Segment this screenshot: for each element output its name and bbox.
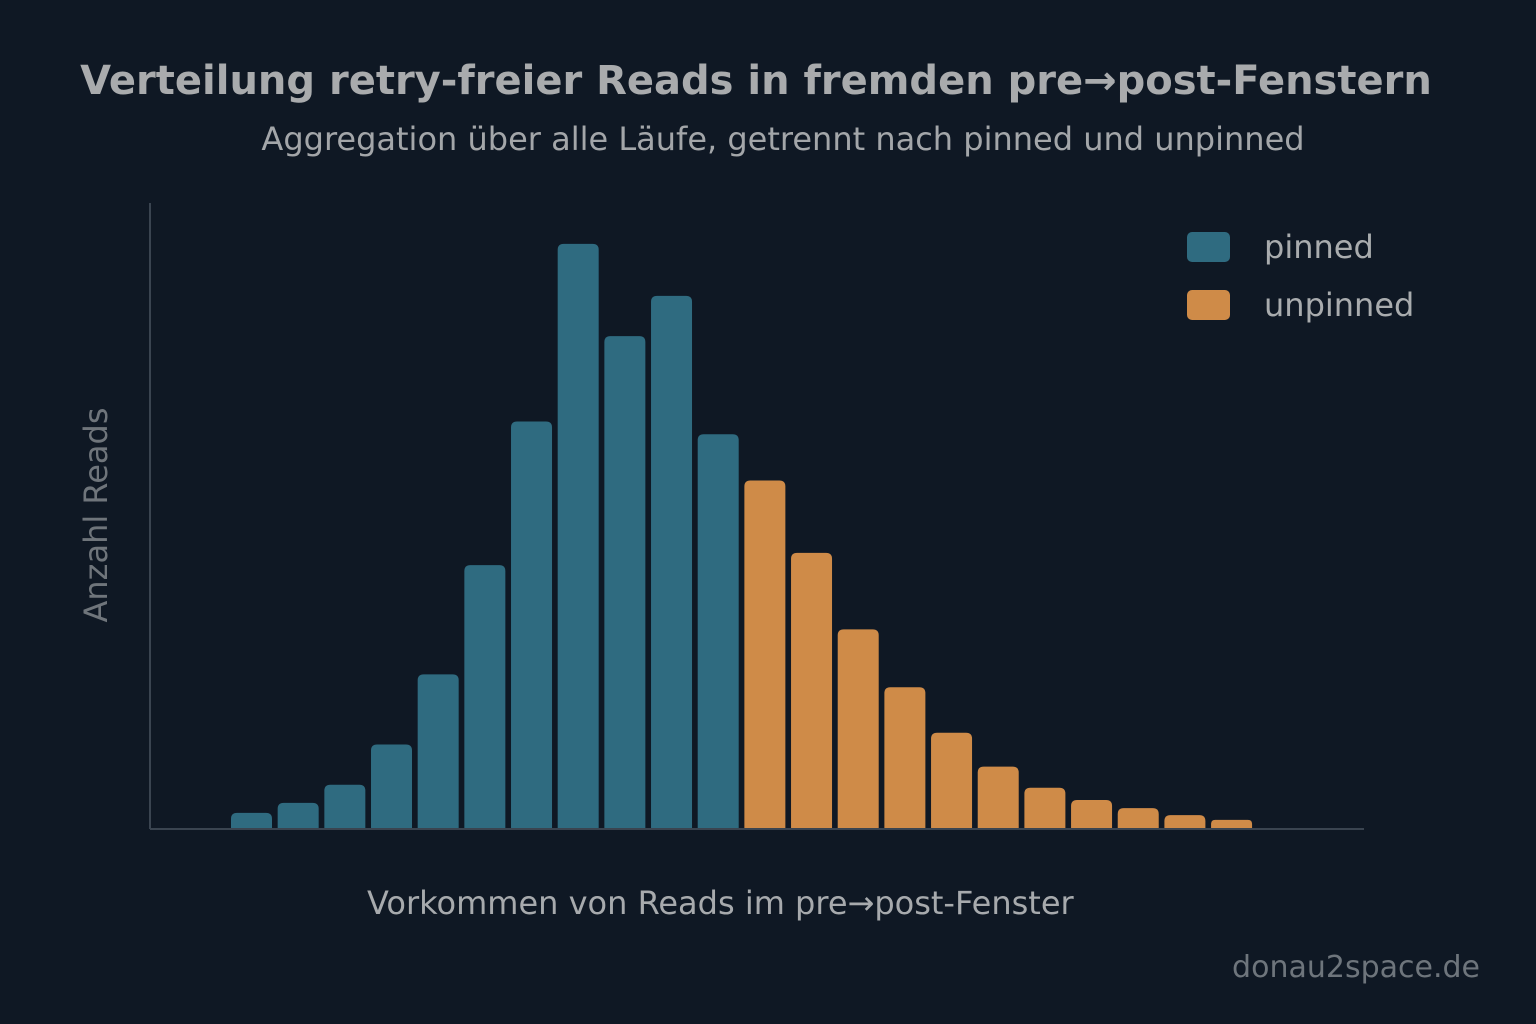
bar-unpinned-18 xyxy=(1024,787,1066,828)
legend-label-unpinned: unpinned xyxy=(1264,286,1415,324)
legend-swatch-pinned xyxy=(1187,232,1230,262)
bar-unpinned-21 xyxy=(1164,815,1206,828)
bar-pinned-11 xyxy=(697,434,739,828)
legend-item-pinned: pinned xyxy=(1187,218,1414,276)
bar-pinned-1 xyxy=(231,812,272,828)
bar-pinned-8 xyxy=(557,243,599,829)
bar-unpinned-13 xyxy=(791,552,833,828)
bar-unpinned-22 xyxy=(1211,819,1253,828)
chart-subtitle: Aggregation über alle Läufe, getrennt na… xyxy=(261,120,1305,158)
bar-unpinned-12 xyxy=(744,480,786,828)
legend-swatch-unpinned xyxy=(1187,290,1230,320)
bar-pinned-9 xyxy=(604,336,646,828)
bar-pinned-4 xyxy=(371,744,413,828)
bar-pinned-5 xyxy=(417,674,459,828)
bar-pinned-7 xyxy=(511,421,553,828)
bar-unpinned-16 xyxy=(931,732,973,828)
bar-unpinned-17 xyxy=(977,766,1019,828)
bar-unpinned-15 xyxy=(884,687,926,828)
bar-unpinned-19 xyxy=(1071,799,1113,828)
x-axis-label: Vorkommen von Reads im pre→post-Fenster xyxy=(367,884,1074,922)
legend: pinned unpinned xyxy=(1187,218,1414,334)
watermark: donau2space.de xyxy=(1232,950,1480,985)
bar-pinned-6 xyxy=(464,565,506,828)
bar-pinned-3 xyxy=(324,784,366,828)
bar-pinned-10 xyxy=(651,295,693,828)
chart-title: Verteilung retry-freier Reads in fremden… xyxy=(80,58,1432,104)
bar-unpinned-14 xyxy=(837,629,879,828)
bar-unpinned-20 xyxy=(1117,808,1159,828)
legend-item-unpinned: unpinned xyxy=(1187,276,1414,334)
legend-label-pinned: pinned xyxy=(1264,228,1374,266)
bar-pinned-2 xyxy=(277,802,319,828)
